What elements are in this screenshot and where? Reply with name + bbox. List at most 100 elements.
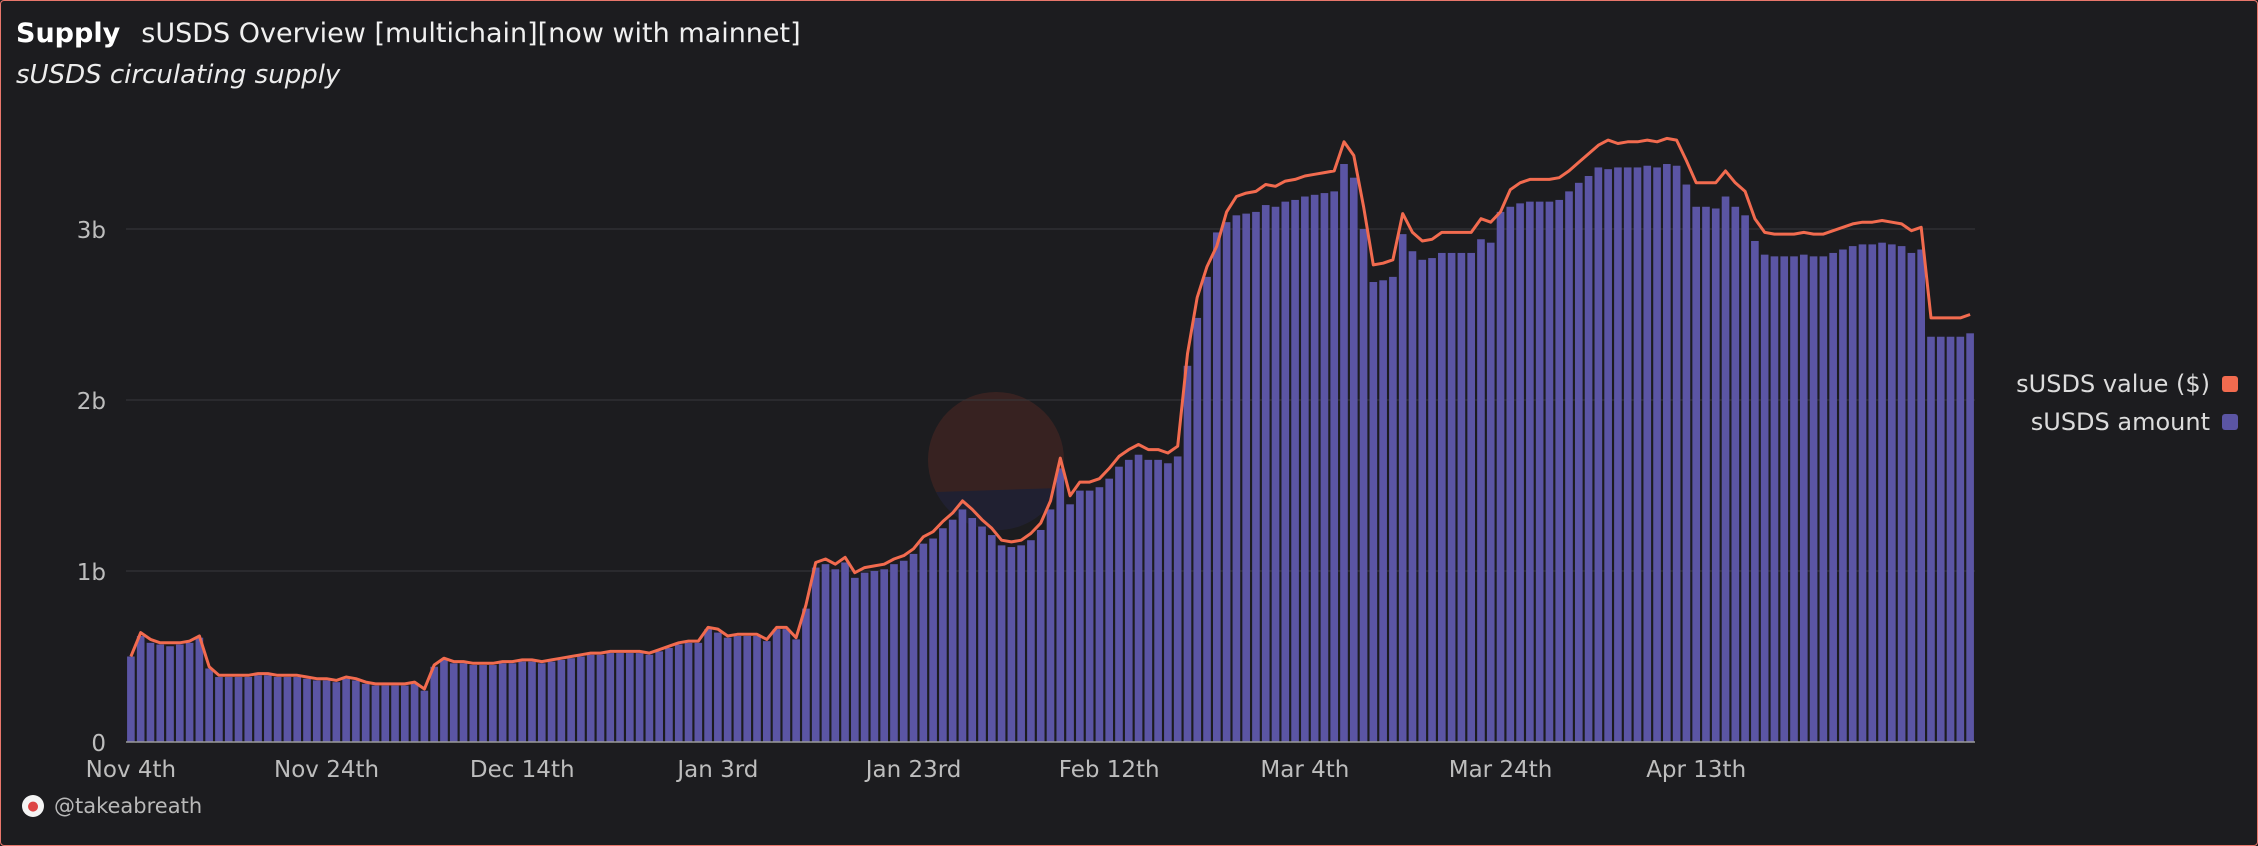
bar <box>958 509 967 742</box>
bar <box>1027 540 1035 742</box>
bar <box>1242 213 1250 743</box>
x-tick-label: Jan 23rd <box>864 757 962 783</box>
bar <box>1007 547 1016 742</box>
bar <box>205 668 213 742</box>
bar <box>332 682 341 742</box>
bar <box>1369 282 1378 742</box>
legend-label-amount: sUSDS amount <box>2030 408 2210 436</box>
bar <box>459 663 468 742</box>
bar <box>860 572 869 742</box>
bar <box>440 659 448 742</box>
bar <box>870 571 879 742</box>
bar <box>1555 199 1564 742</box>
bar <box>264 675 272 742</box>
legend-item-value[interactable]: sUSDS value ($) <box>2016 365 2238 403</box>
bar <box>1447 252 1456 742</box>
bar <box>1966 333 1974 742</box>
dune-watermark <box>928 392 1064 531</box>
bar <box>1291 199 1299 742</box>
bar <box>1486 242 1495 742</box>
bar <box>811 567 820 742</box>
bar <box>1535 201 1544 742</box>
bar <box>1672 165 1681 743</box>
bar <box>880 569 889 742</box>
bar <box>1770 256 1779 742</box>
bar <box>303 678 311 742</box>
bar <box>1066 504 1074 742</box>
bar <box>1721 196 1730 742</box>
bar <box>1829 252 1837 742</box>
bar <box>1799 254 1808 742</box>
bar <box>1790 256 1798 742</box>
bar <box>890 564 898 742</box>
bar <box>1105 478 1114 742</box>
legend-label-value: sUSDS value ($) <box>2016 370 2210 398</box>
bar <box>1888 244 1896 742</box>
bar <box>704 629 712 742</box>
bar <box>1085 490 1094 742</box>
bar <box>1281 201 1290 742</box>
bar <box>1418 259 1427 742</box>
bar <box>185 642 194 742</box>
bar <box>1545 201 1554 742</box>
bar <box>1076 490 1084 742</box>
bar <box>371 685 380 742</box>
bar <box>586 654 595 742</box>
bar <box>1692 206 1700 742</box>
bar <box>215 677 223 742</box>
bar <box>1301 196 1309 742</box>
bar <box>1663 164 1671 742</box>
bar <box>743 635 752 742</box>
bar <box>831 569 840 742</box>
bar <box>1261 205 1270 742</box>
bar <box>1526 201 1534 742</box>
bar <box>381 685 390 742</box>
bar <box>792 639 800 742</box>
bar <box>127 656 135 742</box>
bar <box>1565 191 1573 742</box>
bar <box>1643 165 1652 743</box>
x-tick-label: Apr 13th <box>1646 757 1746 783</box>
bar <box>1496 211 1505 742</box>
bar <box>1408 251 1417 743</box>
bar <box>1134 454 1143 742</box>
bar <box>577 656 585 742</box>
bar <box>978 526 986 742</box>
bar <box>401 685 409 742</box>
bar <box>1359 229 1368 742</box>
bar <box>1633 167 1642 742</box>
bar <box>1780 256 1789 742</box>
bar <box>909 553 918 742</box>
bar <box>410 683 419 742</box>
y-tick-label: 3b <box>77 218 106 244</box>
bar <box>1477 239 1485 742</box>
bar <box>1623 167 1632 742</box>
bar <box>1506 206 1515 742</box>
author-credit[interactable]: ● @takeabreath <box>22 794 202 818</box>
bar <box>626 653 634 742</box>
bar <box>1389 276 1397 742</box>
bar <box>1467 252 1475 742</box>
legend-item-amount[interactable]: sUSDS amount <box>2016 403 2238 441</box>
bar <box>753 635 761 742</box>
bar <box>723 637 732 742</box>
y-tick-label: 1b <box>77 560 106 586</box>
bar <box>1457 252 1466 742</box>
author-handle: @takeabreath <box>54 794 203 818</box>
bar <box>635 653 644 742</box>
bar <box>1574 182 1583 742</box>
bar <box>244 677 253 742</box>
tab-supply[interactable]: Supply <box>16 18 121 49</box>
bar <box>195 637 204 742</box>
bar <box>772 629 781 742</box>
bar <box>1173 456 1182 742</box>
bar <box>498 663 507 742</box>
bar <box>1516 203 1524 743</box>
bar <box>1124 459 1133 742</box>
bar <box>234 677 243 742</box>
bar <box>1594 167 1603 742</box>
bar <box>1183 365 1192 742</box>
bar <box>1839 249 1847 742</box>
bar <box>352 680 360 742</box>
bar <box>361 683 370 742</box>
